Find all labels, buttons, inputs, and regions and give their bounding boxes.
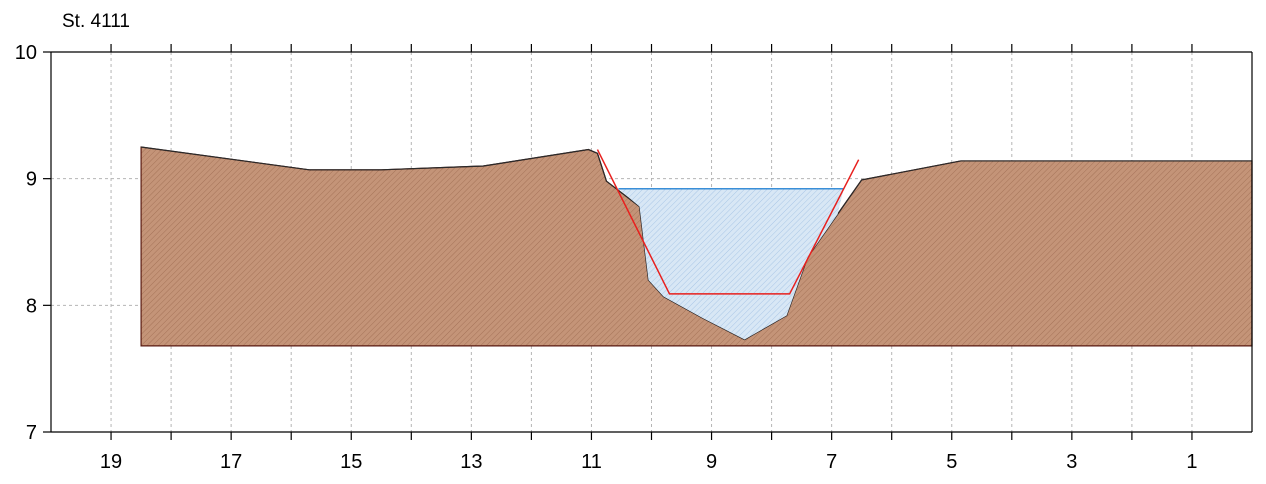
- x-tick-label: 9: [706, 451, 717, 473]
- x-tick-label: 5: [946, 451, 957, 473]
- trapezoid-fit-line: [596, 149, 860, 295]
- y-tick-label: 10: [15, 42, 37, 64]
- water-layer: [618, 188, 844, 340]
- water-area: [618, 188, 844, 340]
- x-tick-label: 15: [340, 451, 362, 473]
- x-tick-label: 19: [100, 451, 122, 473]
- x-tick-label: 3: [1066, 451, 1077, 473]
- x-tick-label: 11: [581, 451, 602, 473]
- x-tick-label: 1: [1186, 451, 1197, 473]
- x-tick-label: 7: [826, 451, 837, 473]
- axes: 19 17 15 13 11 9 7 5 3 1 10 9 8 7: [15, 42, 1198, 473]
- y-tick-label: 8: [26, 295, 37, 317]
- x-tick-label: 13: [460, 451, 482, 473]
- y-tick-label: 9: [26, 169, 37, 191]
- x-tick-label: 17: [220, 451, 242, 473]
- fit-layer: [596, 149, 860, 295]
- y-tick-label: 7: [26, 422, 37, 444]
- chart-title: St. 4111: [62, 11, 130, 32]
